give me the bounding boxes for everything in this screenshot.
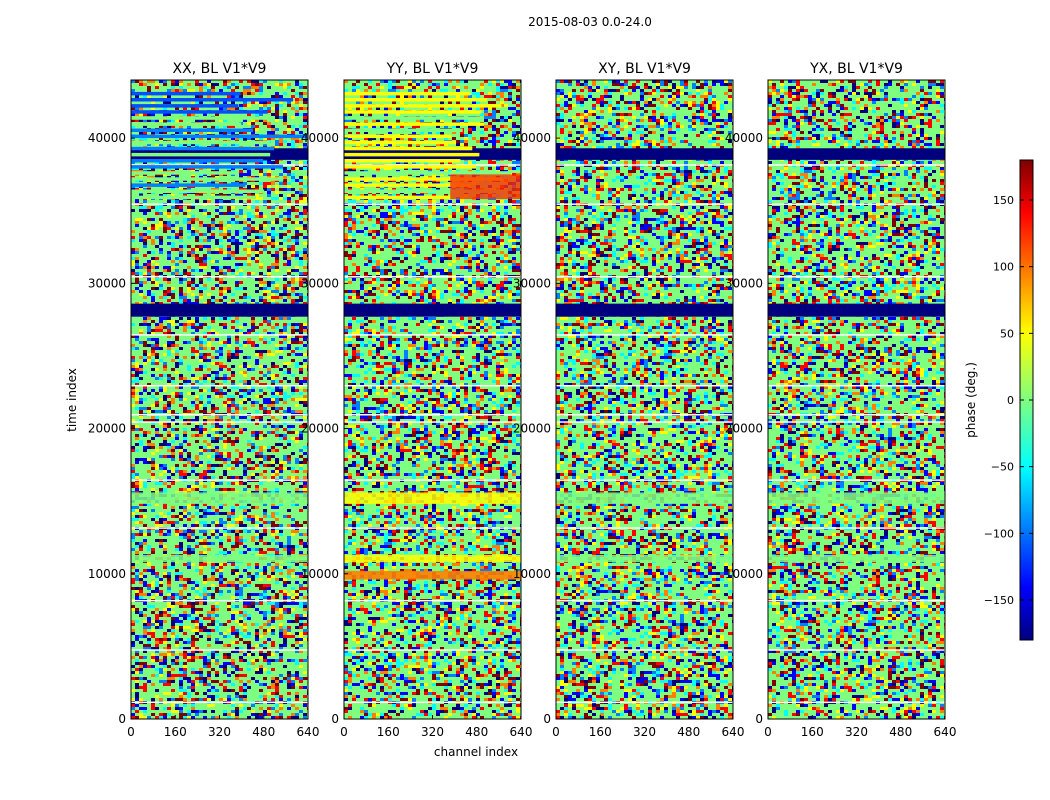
heatmap-image [768,80,945,719]
x-tick-label: 320 [421,725,444,739]
colorbar-tick-label: 100 [993,261,1014,274]
y-tick-label: 20000 [513,422,551,436]
heatmap-image [344,80,521,719]
colorbar-tick-label: −100 [984,527,1014,540]
x-tick-label: 320 [633,725,656,739]
heatmap-image [131,80,308,719]
y-tick-label: 40000 [301,131,339,145]
x-tick-label: 480 [889,725,912,739]
y-tick-label: 20000 [725,422,763,436]
colorbar-tick-label: 0 [1007,394,1014,407]
x-tick-label: 640 [934,725,957,739]
x-tick-label: 160 [589,725,612,739]
y-tick-label: 40000 [725,131,763,145]
x-tick-label: 640 [722,725,745,739]
x-tick-label: 160 [801,725,824,739]
colorbar-tick-label: 50 [1000,327,1014,340]
x-tick-label: 0 [552,725,560,739]
panel-2: XY, BL V1*V9 0 160 320 480 640 0 10000 20000 3000… [513,61,745,739]
y-tick-label: 0 [331,712,339,726]
x-tick-label: 0 [340,725,348,739]
x-tick-label: 480 [465,725,488,739]
y-tick-label: 30000 [88,276,126,290]
y-tick-label: 0 [118,712,126,726]
colorbar: −150 −100 −50 0 50 100 150 [984,159,1034,641]
x-tick-label: 480 [677,725,700,739]
panel-3: YX, BL V1*V9 0 160 320 480 640 0 10000 20000 3000… [725,61,957,739]
panels: XX, BL V1*V9 0 160 320 480 640 0 10000 20000 3000… [88,61,957,739]
x-tick-label: 0 [764,725,772,739]
x-tick-label: 640 [510,725,533,739]
panel-1: YY, BL V1*V9 0 160 320 480 640 0 10000 20000 3000… [301,61,533,739]
panel-title: XY, BL V1*V9 [598,61,691,77]
x-tick-label: 320 [845,725,868,739]
y-tick-label: 40000 [513,131,551,145]
y-tick-label: 10000 [513,567,551,581]
y-tick-label: 20000 [88,422,126,436]
panel-0: XX, BL V1*V9 0 160 320 480 640 0 10000 20000 3000… [88,61,320,739]
x-tick-label: 640 [297,725,320,739]
y-tick-label: 20000 [301,422,339,436]
colorbar-label: phase (deg.) [964,362,978,438]
colorbar-tick-label: −50 [991,461,1014,474]
panel-title: YY, BL V1*V9 [386,61,479,77]
colorbar-tick-label: 150 [993,194,1014,207]
x-tick-label: 480 [252,725,275,739]
colorbar-tick-label: −150 [984,594,1014,607]
y-tick-label: 30000 [301,276,339,290]
y-tick-label: 0 [543,712,551,726]
heatmap-image [556,80,733,719]
y-tick-label: 40000 [88,131,126,145]
panel-title: XX, BL V1*V9 [173,61,267,77]
y-axis-label: time index [65,368,79,432]
y-tick-label: 0 [755,712,763,726]
x-tick-label: 160 [377,725,400,739]
panel-title: YX, BL V1*V9 [809,61,903,77]
x-tick-label: 320 [208,725,231,739]
y-tick-label: 10000 [725,567,763,581]
x-tick-label: 0 [127,725,135,739]
y-tick-label: 30000 [513,276,551,290]
y-tick-label: 30000 [725,276,763,290]
x-axis-label: channel index [434,745,518,759]
figure-suptitle: 2015-08-03 0.0-24.0 [528,15,652,29]
y-tick-label: 10000 [301,567,339,581]
x-tick-label: 160 [164,725,187,739]
y-tick-label: 10000 [88,567,126,581]
